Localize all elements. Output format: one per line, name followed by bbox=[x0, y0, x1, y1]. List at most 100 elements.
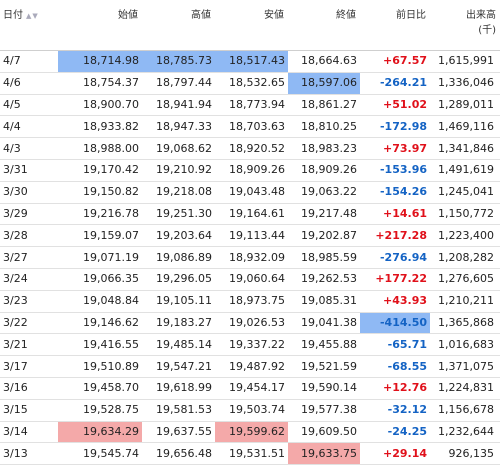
cell-close: 19,633.75 bbox=[288, 442, 360, 465]
cell-date: 3/29 bbox=[0, 203, 58, 226]
cell-date: 4/5 bbox=[0, 94, 58, 117]
table-row: 3/14 19,634.29 19,637.55 19,599.62 19,609.50… bbox=[0, 421, 500, 444]
cell-close: 18,664.63 bbox=[288, 50, 360, 73]
cell-low: 18,932.09 bbox=[215, 246, 288, 269]
cell-low: 19,113.44 bbox=[215, 224, 288, 248]
cell-high: 19,105.11 bbox=[142, 290, 215, 313]
cell-low: 18,920.52 bbox=[215, 137, 288, 160]
cell-low: 18,517.43 bbox=[215, 50, 288, 73]
cell-open: 19,528.75 bbox=[58, 399, 142, 422]
cell-high: 19,218.08 bbox=[142, 181, 215, 204]
cell-open: 19,458.70 bbox=[58, 377, 142, 400]
cell-low: 19,531.51 bbox=[215, 442, 288, 465]
header-volume: 出来高 (千) bbox=[430, 0, 500, 51]
cell-change: +29.14 bbox=[360, 442, 430, 465]
cell-open: 18,714.98 bbox=[58, 50, 142, 73]
cell-close: 18,909.26 bbox=[288, 159, 360, 182]
cell-low: 19,337.22 bbox=[215, 333, 288, 357]
cell-high: 19,581.53 bbox=[142, 399, 215, 422]
cell-close: 19,455.88 bbox=[288, 333, 360, 357]
cell-open: 18,900.70 bbox=[58, 94, 142, 117]
cell-volume: 1,615,991 bbox=[430, 50, 500, 73]
cell-change: +217.28 bbox=[360, 224, 430, 248]
cell-change: -32.12 bbox=[360, 399, 430, 422]
cell-date: 3/17 bbox=[0, 355, 58, 378]
table-row: 3/24 19,066.35 19,296.05 19,060.64 19,262.53… bbox=[0, 268, 500, 291]
cell-date: 4/3 bbox=[0, 137, 58, 160]
header-row: 日付 ▲▼ 始値 高値 安値 終値 前日比 出来高 (千) bbox=[0, 0, 500, 51]
cell-volume: 1,223,400 bbox=[430, 224, 500, 248]
cell-high: 19,086.89 bbox=[142, 246, 215, 269]
cell-high: 19,547.21 bbox=[142, 355, 215, 378]
cell-close: 18,597.06 bbox=[288, 72, 360, 95]
cell-low: 19,164.61 bbox=[215, 203, 288, 226]
table-row: 3/23 19,048.84 19,105.11 18,973.75 19,085.31… bbox=[0, 290, 500, 313]
cell-change: -153.96 bbox=[360, 159, 430, 182]
table-row: 4/4 18,933.82 18,947.33 18,703.63 18,810.25-… bbox=[0, 115, 500, 139]
header-date[interactable]: 日付 ▲▼ bbox=[0, 0, 58, 51]
cell-low: 18,909.26 bbox=[215, 159, 288, 182]
cell-close: 18,983.23 bbox=[288, 137, 360, 160]
cell-open: 19,510.89 bbox=[58, 355, 142, 378]
cell-date: 3/27 bbox=[0, 246, 58, 269]
cell-high: 19,656.48 bbox=[142, 442, 215, 465]
cell-change: -414.50 bbox=[360, 312, 430, 335]
cell-open: 19,170.42 bbox=[58, 159, 142, 182]
cell-open: 19,159.07 bbox=[58, 224, 142, 248]
cell-open: 19,048.84 bbox=[58, 290, 142, 313]
cell-change: -154.26 bbox=[360, 181, 430, 204]
table-row: 3/16 19,458.70 19,618.99 19,454.17 19,590.14… bbox=[0, 377, 500, 400]
cell-change: +43.93 bbox=[360, 290, 430, 313]
cell-change: +14.61 bbox=[360, 203, 430, 226]
table-body: 4/7 18,714.98 18,785.73 18,517.43 18,664.63 +… bbox=[0, 50, 500, 465]
table-row: 3/29 19,216.78 19,251.30 19,164.61 19,217.48… bbox=[0, 203, 500, 226]
cell-volume: 1,469,116 bbox=[430, 115, 500, 139]
cell-open: 19,150.82 bbox=[58, 181, 142, 204]
header-high: 高値 bbox=[142, 0, 215, 51]
cell-volume: 1,341,846 bbox=[430, 137, 500, 160]
cell-date: 3/28 bbox=[0, 224, 58, 248]
cell-volume: 1,289,011 bbox=[430, 94, 500, 117]
cell-high: 18,797.44 bbox=[142, 72, 215, 95]
cell-open: 18,933.82 bbox=[58, 115, 142, 139]
cell-high: 19,637.55 bbox=[142, 421, 215, 444]
cell-open: 19,416.55 bbox=[58, 333, 142, 357]
table-row: 3/15 19,528.75 19,581.53 19,503.74 19,577.38… bbox=[0, 399, 500, 422]
cell-open: 19,216.78 bbox=[58, 203, 142, 226]
cell-close: 19,217.48 bbox=[288, 203, 360, 226]
cell-low: 19,043.48 bbox=[215, 181, 288, 204]
cell-open: 19,066.35 bbox=[58, 268, 142, 291]
cell-close: 19,041.38 bbox=[288, 312, 360, 335]
cell-low: 18,532.65 bbox=[215, 72, 288, 95]
cell-volume: 1,491,619 bbox=[430, 159, 500, 182]
cell-close: 19,262.53 bbox=[288, 268, 360, 291]
table-row: 4/6 18,754.37 18,797.44 18,532.65 18,597.06-… bbox=[0, 72, 500, 95]
cell-change: +12.76 bbox=[360, 377, 430, 400]
cell-open: 19,545.74 bbox=[58, 442, 142, 465]
table-row: 4/7 18,714.98 18,785.73 18,517.43 18,664.63 +… bbox=[0, 50, 500, 73]
cell-close: 18,985.59 bbox=[288, 246, 360, 269]
cell-volume: 1,210,211 bbox=[430, 290, 500, 313]
cell-date: 3/23 bbox=[0, 290, 58, 313]
sort-arrows-icon[interactable]: ▲▼ bbox=[26, 12, 39, 20]
cell-volume: 1,245,041 bbox=[430, 181, 500, 204]
cell-change: +67.57 bbox=[360, 50, 430, 73]
cell-high: 19,296.05 bbox=[142, 268, 215, 291]
cell-volume: 1,232,644 bbox=[430, 421, 500, 444]
cell-low: 19,599.62 bbox=[215, 421, 288, 444]
cell-volume: 1,016,683 bbox=[430, 333, 500, 357]
cell-change: -65.71 bbox=[360, 333, 430, 357]
cell-low: 19,060.64 bbox=[215, 268, 288, 291]
cell-close: 18,861.27 bbox=[288, 94, 360, 117]
cell-low: 19,487.92 bbox=[215, 355, 288, 378]
table-row: 3/30 19,150.82 19,218.08 19,043.48 19,063.22… bbox=[0, 181, 500, 204]
cell-low: 19,454.17 bbox=[215, 377, 288, 400]
cell-high: 19,183.27 bbox=[142, 312, 215, 335]
cell-date: 3/14 bbox=[0, 421, 58, 444]
cell-low: 19,026.53 bbox=[215, 312, 288, 335]
cell-change: +73.97 bbox=[360, 137, 430, 160]
table-row: 3/17 19,510.89 19,547.21 19,487.92 19,521.59… bbox=[0, 355, 500, 378]
cell-volume: 1,336,046 bbox=[430, 72, 500, 95]
